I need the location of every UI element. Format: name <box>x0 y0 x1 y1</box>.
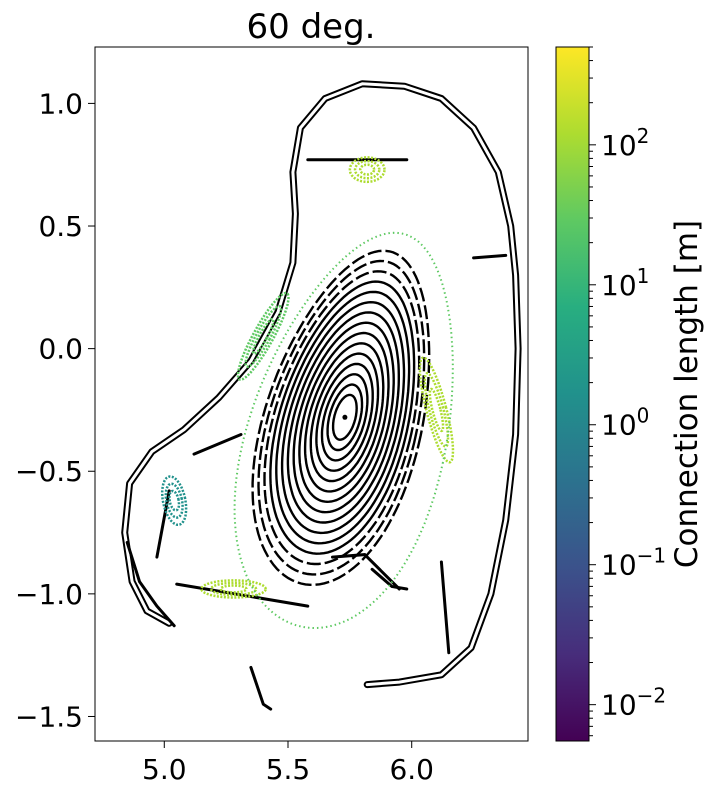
chart-title: 60 deg. <box>247 7 376 47</box>
island-contour <box>348 156 386 184</box>
colorbar-ticks: 10−2 10−1 100 101 102 <box>589 46 666 737</box>
divertor-plate <box>249 665 273 711</box>
island-contour <box>353 159 381 180</box>
divertor-plate <box>192 433 243 456</box>
colorbar-tick-label: 101 <box>601 264 649 302</box>
flux-surface <box>251 249 431 586</box>
colorbar: 10−2 10−1 100 101 102 Connection length [m] <box>555 46 705 742</box>
island-contour <box>418 356 455 464</box>
divertor-plate <box>370 567 409 591</box>
colorbar-tick-label: 100 <box>601 404 649 442</box>
colorbar-tick-label: 102 <box>601 124 649 162</box>
island-contour <box>200 579 267 599</box>
island-contour <box>209 581 258 597</box>
plot-frame <box>94 46 529 742</box>
divertor-plate <box>472 253 508 260</box>
island-contour <box>219 584 248 594</box>
island-contour <box>164 482 184 519</box>
plot-area <box>121 80 522 711</box>
flux-surface <box>298 331 390 504</box>
flux-surfaces <box>251 249 431 586</box>
y-tick-label: −0.5 <box>15 455 83 488</box>
island-contour <box>168 489 181 512</box>
island-contour <box>358 163 376 176</box>
flux-surface <box>257 259 426 576</box>
magnetic-axis-point <box>342 414 348 420</box>
flux-surface <box>309 352 380 483</box>
colorbar-label: Connection length [m] <box>669 220 705 568</box>
flux-surface <box>303 342 385 493</box>
colorbar-tick-label: 10−1 <box>601 544 666 582</box>
y-tick-label: 0.0 <box>38 333 83 366</box>
flux-surface <box>315 362 374 472</box>
flux-surface <box>326 383 364 452</box>
y-tick-label: −1.0 <box>15 578 83 611</box>
island-contour <box>160 475 188 527</box>
x-tick-label: 5.5 <box>266 753 311 786</box>
x-tick-label: 6.0 <box>389 753 434 786</box>
flux-surface <box>275 290 411 545</box>
flux-surface <box>286 311 400 524</box>
wall-outline-gap <box>123 82 520 687</box>
x-tick-label: 5.0 <box>142 753 187 786</box>
island-contour <box>423 372 450 448</box>
y-tick-label: −1.5 <box>15 700 83 733</box>
island-chains <box>160 156 455 630</box>
divertor-plate <box>439 560 451 655</box>
flux-surface <box>280 300 406 535</box>
chaotic-layer <box>233 231 454 630</box>
colorbar-gradient <box>555 46 590 742</box>
y-tick-label: 0.5 <box>38 210 83 243</box>
flux-surface <box>292 321 395 514</box>
vessel-wall <box>121 80 522 689</box>
y-tick-label: 1.0 <box>38 87 83 120</box>
flux-surface <box>320 373 369 462</box>
flux-surface <box>331 393 358 441</box>
divertor-plate <box>125 540 176 628</box>
flux-surface <box>263 270 421 566</box>
island-contour <box>428 387 445 433</box>
y-axis: 1.0 0.5 0.0 −0.5 −1.0 −1.5 <box>15 87 95 733</box>
x-axis: 5.0 5.5 6.0 <box>142 741 434 786</box>
colorbar-tick-label: 10−2 <box>601 684 666 722</box>
island-contour <box>236 291 290 381</box>
flux-surface <box>269 280 416 555</box>
